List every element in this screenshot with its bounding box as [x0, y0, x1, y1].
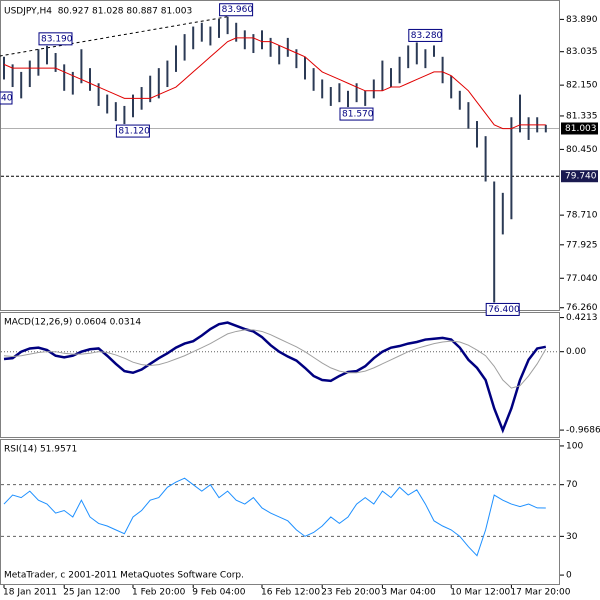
- x-tick-label: 25 Jan 12:00: [63, 588, 120, 598]
- panel-title: USDJPY,H4 80.927 81.028 80.887 81.003: [4, 7, 192, 17]
- rsi-panel: [0, 439, 560, 585]
- annotation-label: 83.960: [222, 5, 254, 15]
- annotation-box: [408, 28, 443, 42]
- y-tick-label: 76.260: [566, 303, 598, 313]
- y-tick-label: 83.890: [566, 15, 598, 25]
- annotation-box: [485, 302, 520, 316]
- clipped-annotation: 40: [1, 94, 13, 104]
- x-tick-label: 23 Feb 20:00: [321, 588, 380, 598]
- clipped-annotation-box: [0, 91, 13, 105]
- x-tick-label: 1 Feb 20:00: [132, 588, 186, 598]
- x-tick-label: 18 Jan 2011: [3, 588, 57, 598]
- y-tick-label: 70: [566, 480, 578, 490]
- current-price-label: 81.003: [565, 124, 597, 134]
- y-tick-label: 83.035: [566, 47, 598, 57]
- panel-title: MACD(12,26,9) 0.0604 0.0314: [4, 318, 141, 328]
- y-tick-label: 81.335: [566, 111, 598, 121]
- level-label: 79.740: [565, 172, 597, 182]
- x-tick-label: 10 Mar 12:00: [450, 588, 510, 598]
- series-line: [3, 321, 547, 434]
- y-tick-label: 77.925: [566, 240, 598, 250]
- x-tick-label: 17 Mar 20:00: [510, 588, 570, 598]
- y-tick-label: -0.9686: [566, 426, 600, 436]
- y-tick-label: 0: [566, 571, 572, 581]
- panel-title: RSI(14) 51.9571: [4, 445, 77, 455]
- y-tick-label: 77.040: [566, 274, 598, 284]
- y-tick-label: 80.450: [566, 145, 598, 155]
- y-tick-label: 100: [566, 441, 583, 451]
- x-tick-label: 16 Feb 12:00: [261, 588, 320, 598]
- y-tick-label: 0.4213: [566, 313, 598, 323]
- annotation-label: 81.570: [342, 110, 374, 120]
- x-tick-label: 3 Mar 04:00: [381, 588, 436, 598]
- copyright: MetaTrader, c 2001-2011 MetaQuotes Softw…: [4, 571, 244, 581]
- y-tick-label: 78.710: [566, 211, 598, 221]
- annotation-box: [38, 32, 73, 46]
- series-line: [3, 477, 546, 557]
- annotation-label: 83.190: [41, 34, 73, 44]
- moving-average: [3, 37, 546, 130]
- current-price-box: [561, 122, 598, 135]
- y-tick-label: 30: [566, 532, 578, 542]
- annotation-box: [339, 107, 374, 121]
- annotation-label: 81.120: [118, 127, 150, 137]
- annotation-box: [219, 3, 254, 17]
- x-tick-label: 9 Feb 04:00: [192, 588, 246, 598]
- annotation-box: [115, 124, 150, 138]
- y-tick-label: 82.150: [566, 81, 598, 91]
- annotation-label: 83.280: [411, 31, 443, 41]
- y-tick-label: 0.00: [566, 347, 586, 357]
- series-line: [3, 329, 547, 389]
- macd-panel: [0, 312, 560, 438]
- price-panel: [0, 0, 560, 311]
- level-box: [561, 170, 598, 183]
- annotation-label: 76.400: [488, 305, 520, 315]
